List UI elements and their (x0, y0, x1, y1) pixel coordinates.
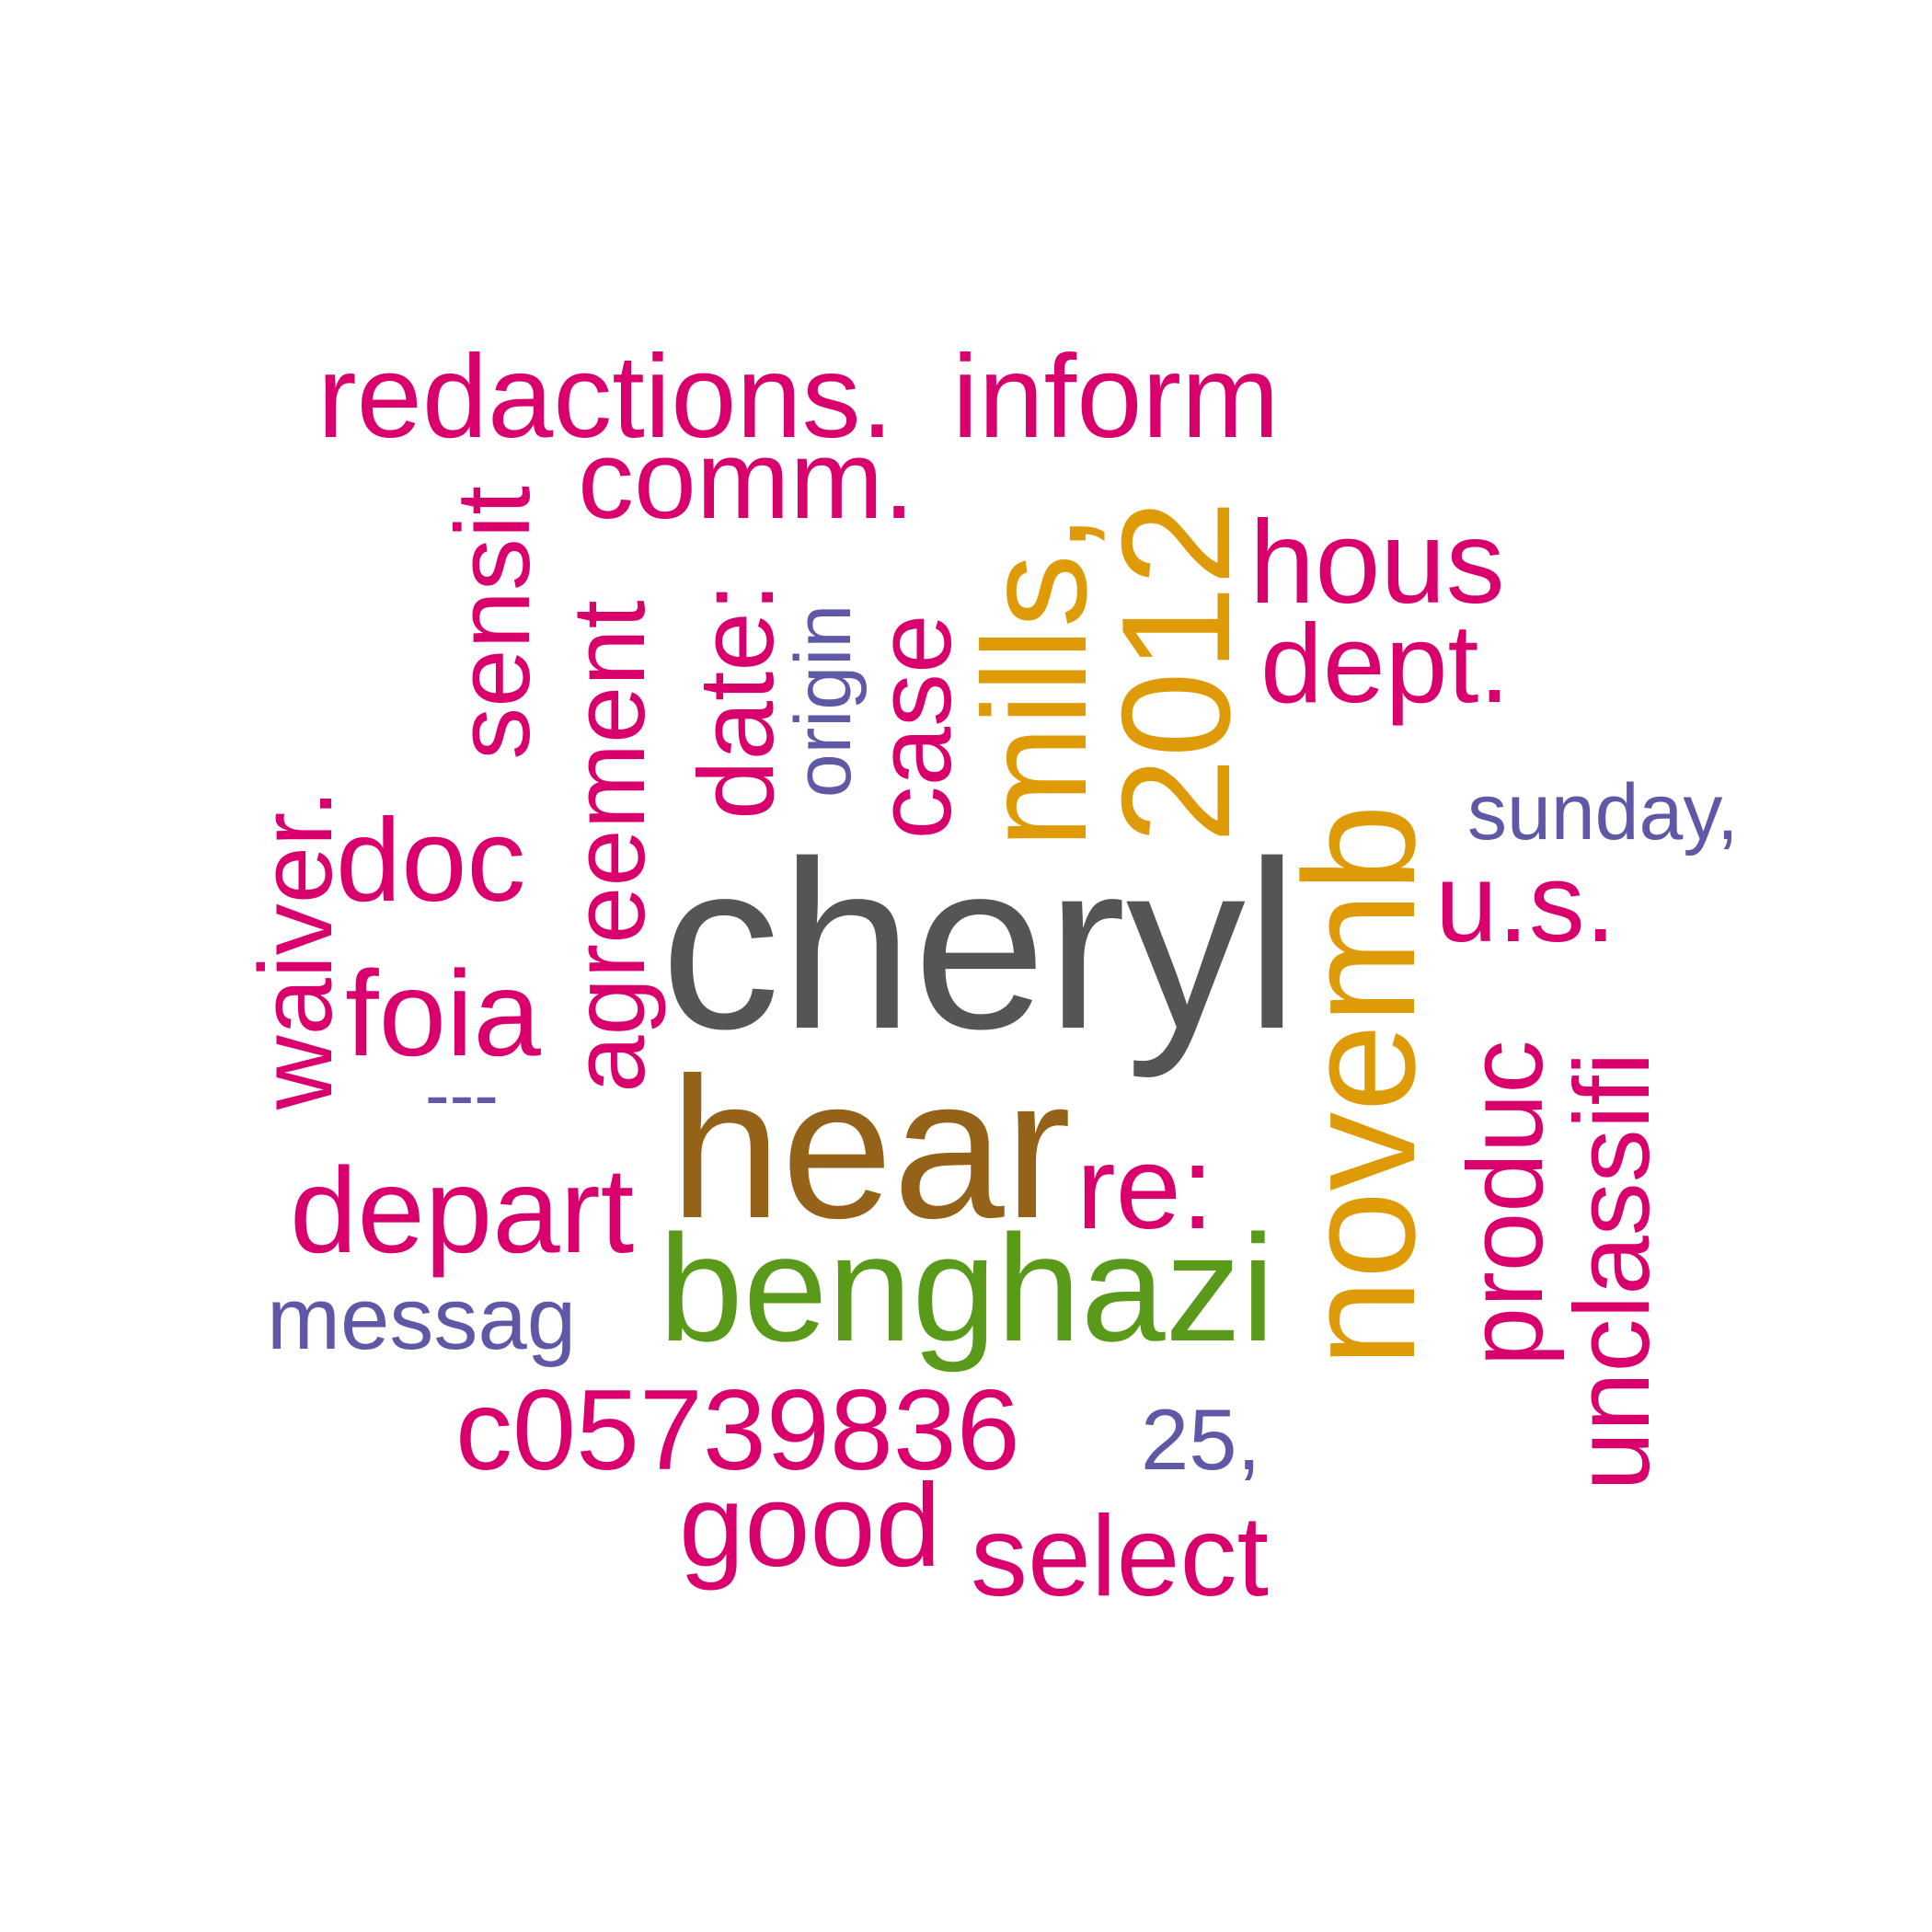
word-select: select (971, 1493, 1269, 1620)
word-good: good (679, 1460, 941, 1592)
word-hous: hous (1249, 497, 1505, 628)
word-us: u.s. (1435, 840, 1616, 965)
word-produc: produc (1445, 1040, 1565, 1367)
word-doc: doc (336, 795, 526, 926)
word-re: re: (1076, 1122, 1214, 1254)
word-foia: foia (345, 946, 541, 1081)
word-comm: comm. (578, 417, 914, 542)
word-sunday: sunday, (1467, 768, 1739, 857)
word-novemb: novemb (1271, 804, 1448, 1367)
word-c05739836: c05739836 (455, 1367, 1020, 1494)
word-2012: 2012 (1089, 500, 1262, 844)
word-origin: origin (779, 604, 868, 799)
word-unclassifi: unclassifi (1552, 1052, 1672, 1491)
word-depart: depart (290, 1143, 635, 1278)
word-sensit: sensit (435, 486, 552, 760)
word-hear: hear (670, 1037, 1072, 1260)
word-cheryl: cheryl (661, 812, 1299, 1079)
word-dept: dept. (1260, 601, 1511, 726)
word-date: date: (676, 582, 796, 820)
word-inform: inform (952, 331, 1280, 463)
word-messag: messag (267, 1270, 577, 1368)
word-redactions: redactions. (317, 331, 894, 463)
word-benghazi: benghazi (659, 1203, 1275, 1373)
word-case: case (854, 614, 973, 840)
word-25: 25, (1141, 1391, 1261, 1488)
word-waiver: waiver. (238, 788, 353, 1110)
word-dashes: --- (425, 1053, 499, 1135)
word-mills: mills, (952, 512, 1117, 849)
word-agreement: agreement (551, 600, 666, 1093)
